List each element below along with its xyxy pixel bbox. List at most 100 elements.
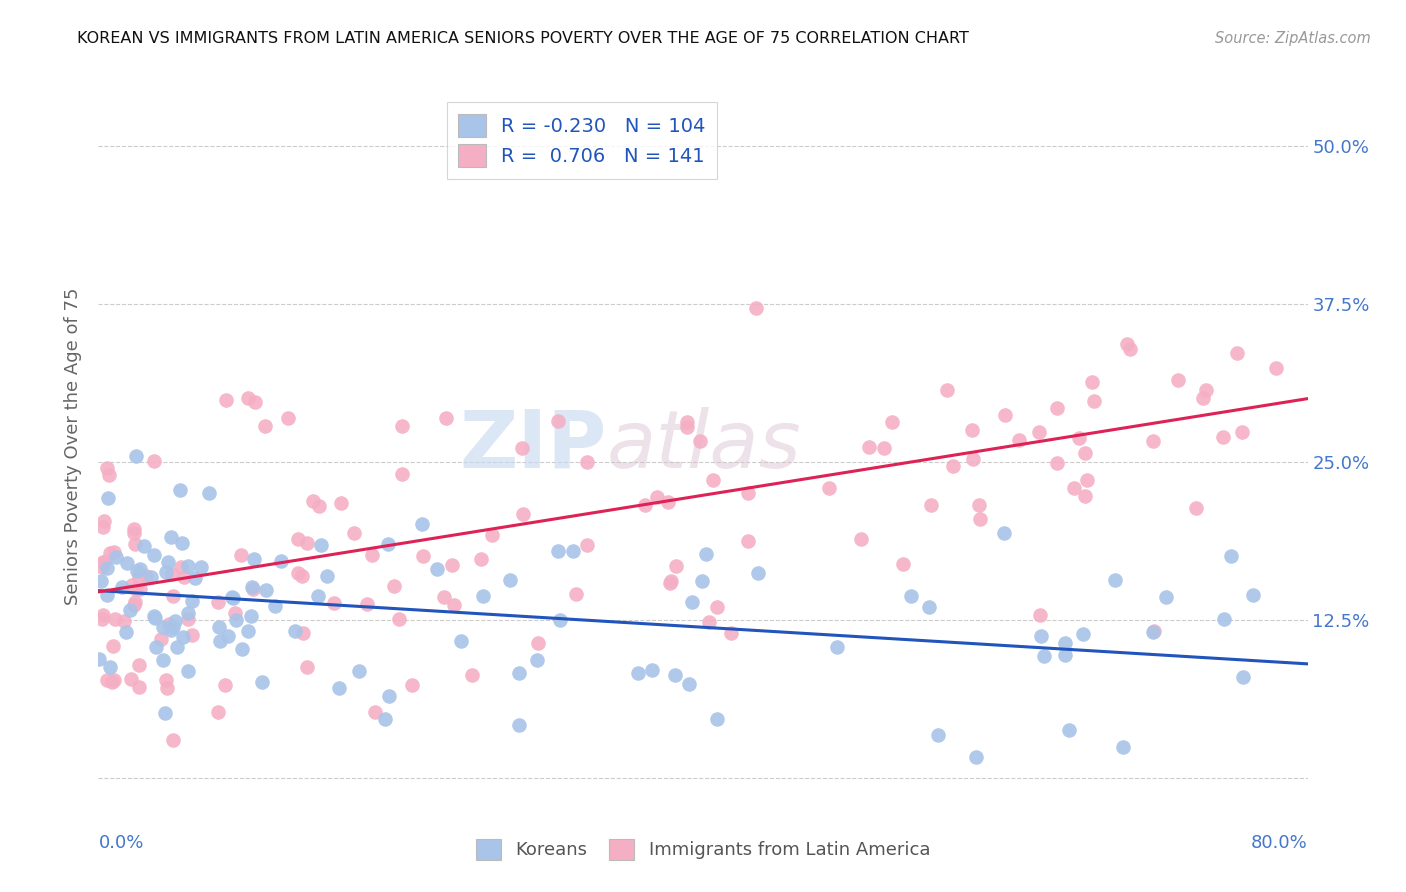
Point — [1232, 670, 1254, 684]
Point — [292, 626, 315, 640]
Point — [166, 640, 188, 654]
Point — [177, 606, 200, 620]
Y-axis label: Seniors Poverty Over the Age of 75: Seniors Poverty Over the Age of 75 — [65, 287, 83, 605]
Point — [377, 537, 399, 551]
Point — [825, 640, 848, 655]
Point — [1195, 383, 1218, 397]
Point — [120, 673, 142, 687]
Point — [433, 591, 456, 605]
Point — [104, 550, 127, 565]
Point — [264, 599, 287, 613]
Point — [170, 560, 193, 574]
Point — [243, 394, 266, 409]
Point — [547, 414, 569, 428]
Point — [221, 591, 243, 605]
Point — [87, 651, 110, 665]
Point — [173, 570, 195, 584]
Point — [153, 706, 176, 720]
Point — [208, 620, 231, 634]
Point — [426, 562, 449, 576]
Point — [1142, 624, 1164, 639]
Point — [472, 589, 495, 603]
Point — [177, 559, 200, 574]
Point — [1226, 346, 1249, 360]
Point — [411, 516, 433, 531]
Point — [129, 582, 152, 597]
Point — [115, 624, 138, 639]
Point — [1104, 573, 1126, 587]
Point — [162, 733, 184, 747]
Point — [1029, 629, 1052, 643]
Point — [1112, 740, 1135, 755]
Point — [183, 571, 205, 585]
Point — [104, 612, 127, 626]
Point — [90, 612, 112, 626]
Point — [270, 554, 292, 568]
Point — [329, 496, 352, 510]
Point — [665, 559, 688, 574]
Point — [236, 391, 259, 405]
Point — [927, 728, 949, 742]
Point — [689, 434, 711, 448]
Point — [98, 659, 121, 673]
Point — [117, 556, 139, 570]
Point — [103, 673, 125, 688]
Point — [627, 665, 650, 680]
Point — [157, 616, 180, 631]
Point — [90, 574, 112, 589]
Point — [434, 410, 457, 425]
Point — [162, 620, 184, 634]
Point — [240, 580, 263, 594]
Point — [207, 595, 229, 609]
Text: ZIP: ZIP — [458, 407, 606, 485]
Point — [96, 673, 118, 687]
Point — [460, 667, 482, 681]
Point — [103, 545, 125, 559]
Point — [747, 566, 769, 580]
Point — [1213, 612, 1236, 626]
Point — [1063, 481, 1085, 495]
Point — [308, 499, 330, 513]
Point — [965, 749, 987, 764]
Point — [706, 600, 728, 615]
Point — [849, 532, 872, 546]
Point — [873, 441, 896, 455]
Point — [214, 392, 236, 407]
Point — [993, 526, 1015, 541]
Point — [1074, 446, 1097, 460]
Point — [155, 565, 177, 579]
Point — [135, 568, 157, 582]
Point — [378, 689, 401, 703]
Point — [254, 582, 277, 597]
Point — [302, 494, 325, 508]
Legend: Koreans, Immigrants from Latin America: Koreans, Immigrants from Latin America — [468, 831, 938, 867]
Point — [1067, 431, 1090, 445]
Point — [706, 712, 728, 726]
Point — [695, 547, 717, 561]
Point — [97, 491, 120, 506]
Point — [217, 629, 239, 643]
Point — [508, 665, 530, 680]
Point — [209, 634, 232, 648]
Point — [124, 595, 146, 609]
Point — [1045, 401, 1067, 416]
Point — [97, 467, 120, 482]
Point — [143, 611, 166, 625]
Point — [162, 590, 184, 604]
Point — [142, 453, 165, 467]
Point — [1119, 342, 1142, 356]
Point — [1220, 549, 1243, 563]
Point — [745, 301, 768, 315]
Point — [935, 383, 957, 397]
Point — [356, 597, 378, 611]
Point — [121, 578, 143, 592]
Point — [1081, 375, 1104, 389]
Point — [647, 490, 669, 504]
Point — [112, 614, 135, 628]
Point — [634, 498, 657, 512]
Point — [156, 681, 179, 696]
Point — [120, 603, 142, 617]
Point — [1008, 433, 1031, 447]
Point — [277, 410, 299, 425]
Point — [145, 640, 167, 654]
